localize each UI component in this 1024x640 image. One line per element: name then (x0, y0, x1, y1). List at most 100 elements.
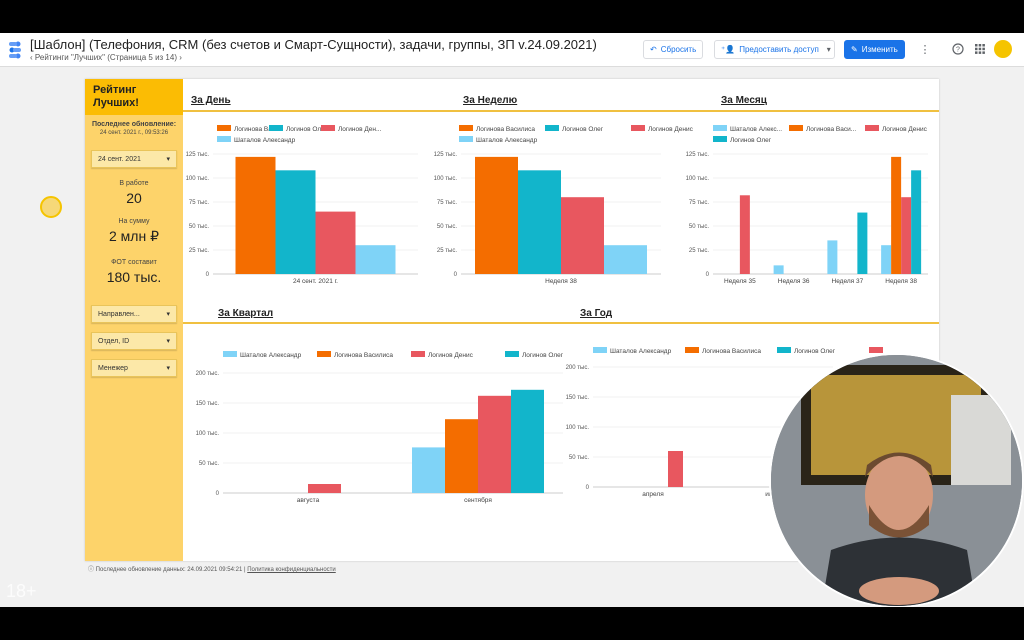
y-tick-label: 75 тыс. (437, 200, 457, 206)
report-title[interactable]: [Шаблон] (Телефония, CRM (без счетов и С… (30, 37, 597, 52)
in-work-label: В работе (119, 180, 149, 187)
legend-swatch (459, 136, 473, 142)
legend-swatch (317, 351, 331, 357)
bar (911, 170, 922, 274)
date-range-control[interactable]: 24 сент. 2021 ▾ (91, 150, 177, 168)
bar (604, 245, 647, 274)
filter-direction[interactable]: Направлен... ▾ (91, 305, 177, 323)
svg-text:?: ? (956, 47, 960, 54)
avatar[interactable] (994, 40, 1012, 58)
legend-swatch (777, 347, 791, 353)
date-range-value: 24 сент. 2021 (98, 155, 141, 163)
y-tick-label: 50 тыс. (189, 224, 209, 230)
bar (773, 265, 784, 274)
legend-label: Логинов Олег (794, 348, 836, 355)
y-tick-label: 100 тыс. (686, 176, 710, 182)
legend-label: Логинов Олег (562, 126, 604, 133)
privacy-link[interactable]: Политика конфиденциальности (247, 567, 336, 573)
legend-swatch (685, 347, 699, 353)
y-tick-label: 100 тыс. (186, 176, 210, 182)
y-tick-label: 50 тыс. (437, 224, 457, 230)
page-navigator[interactable]: ‹ Рейтинги "Лучших" (Страница 5 из 14) › (30, 53, 182, 62)
bar (475, 156, 518, 274)
x-tick-label: августа (297, 497, 320, 504)
legend-label: Логинов Олег (286, 126, 328, 133)
y-tick-label: 25 тыс. (437, 248, 457, 254)
filter-label: Менежер (98, 364, 128, 372)
legend-label: Логинова Василиса (334, 352, 393, 359)
chart-1: Логинова Василиса Логинов Олег Логинов Ден… (434, 125, 694, 285)
bar (518, 170, 561, 274)
chevron-down-icon[interactable]: ▾ (826, 45, 831, 54)
x-tick-label: апреля (642, 491, 664, 498)
legend-swatch (505, 351, 519, 357)
bar (355, 245, 396, 274)
fot-value: 180 тыс. (106, 269, 162, 285)
y-tick-label: 75 тыс. (189, 200, 209, 206)
section-title-year: За Год (580, 308, 613, 319)
legend-label: Логинов Денис (882, 126, 928, 133)
y-tick-label: 0 (454, 272, 458, 278)
legend-label: Логинова Василиса (702, 348, 761, 355)
legend-swatch (631, 125, 645, 131)
legend-label: Логинова Василиса (476, 126, 535, 133)
filter-label: Направлен... (98, 310, 140, 318)
sidebar-title: Рейтинг Лучших! (85, 79, 183, 115)
section-title-day: За День (191, 95, 231, 106)
edit-button[interactable]: ✎ Изменить (844, 40, 905, 59)
legend-swatch (545, 125, 559, 131)
y-tick-label: 150 тыс. (196, 401, 220, 407)
sum-label: На сумму (118, 218, 150, 225)
section-title-quarter: За Квартал (218, 308, 274, 319)
help-icon[interactable]: ? (950, 41, 966, 57)
y-tick-label: 0 (206, 272, 210, 278)
bar (275, 170, 316, 274)
x-tick-label: 24 сент. 2021 г. (293, 278, 338, 285)
legend-label: Логинова Васи... (806, 126, 856, 133)
legend-swatch (593, 347, 607, 353)
legend-swatch (459, 125, 473, 131)
legend-swatch (269, 125, 283, 131)
y-tick-label: 125 тыс. (434, 152, 458, 158)
bar (857, 212, 868, 274)
legend-swatch (869, 347, 883, 353)
filter-label: Отдел, ID (98, 337, 130, 345)
y-tick-label: 200 тыс. (566, 365, 590, 371)
y-tick-label: 50 тыс. (569, 455, 589, 461)
y-tick-label: 200 тыс. (196, 371, 220, 377)
legend-label: Логинов Олег (730, 137, 772, 144)
legend-swatch (223, 351, 237, 357)
bar (881, 245, 892, 274)
more-vert-icon[interactable]: ⋮ (919, 43, 931, 56)
bar (412, 447, 445, 493)
bar (739, 195, 750, 274)
chevron-down-icon: ▾ (166, 156, 170, 163)
y-tick-label: 100 тыс. (434, 176, 458, 182)
legend-label: Логинов Денис (428, 352, 474, 359)
webcam-overlay (769, 353, 1024, 607)
share-button[interactable]: ⁺👤 Предоставить доступ ▾ (714, 40, 835, 59)
legend-swatch (217, 136, 231, 142)
filter-manager[interactable]: Менежер ▾ (91, 359, 177, 377)
legend-swatch (713, 136, 727, 142)
y-tick-label: 0 (706, 272, 710, 278)
apps-grid-icon[interactable] (972, 41, 988, 57)
y-tick-label: 25 тыс. (189, 248, 209, 254)
x-tick-label: Неделя 36 (778, 278, 810, 285)
x-tick-label: Неделя 38 (885, 278, 917, 285)
section-divider (183, 110, 939, 112)
y-tick-label: 0 (216, 491, 220, 497)
legend-label: Логинов Олег (522, 352, 564, 359)
bar (308, 484, 341, 493)
filter-department[interactable]: Отдел, ID ▾ (91, 332, 177, 350)
legend-swatch (865, 125, 879, 131)
chart-0: Логинова Ва... Логинов Олег Логинов Ден...… (186, 125, 418, 285)
reset-button[interactable]: ↶ Сбросить (643, 40, 704, 59)
presenter-video (771, 355, 1022, 606)
last-update-value: 24 сент. 2021 г., 09:53:26 (99, 130, 169, 136)
chart-2: Шаталов Алекс... Логинова Васи... Логинов … (686, 125, 928, 285)
y-tick-label: 0 (586, 485, 590, 491)
bar (235, 156, 276, 274)
bar (511, 389, 544, 493)
y-tick-label: 50 тыс. (199, 461, 219, 467)
